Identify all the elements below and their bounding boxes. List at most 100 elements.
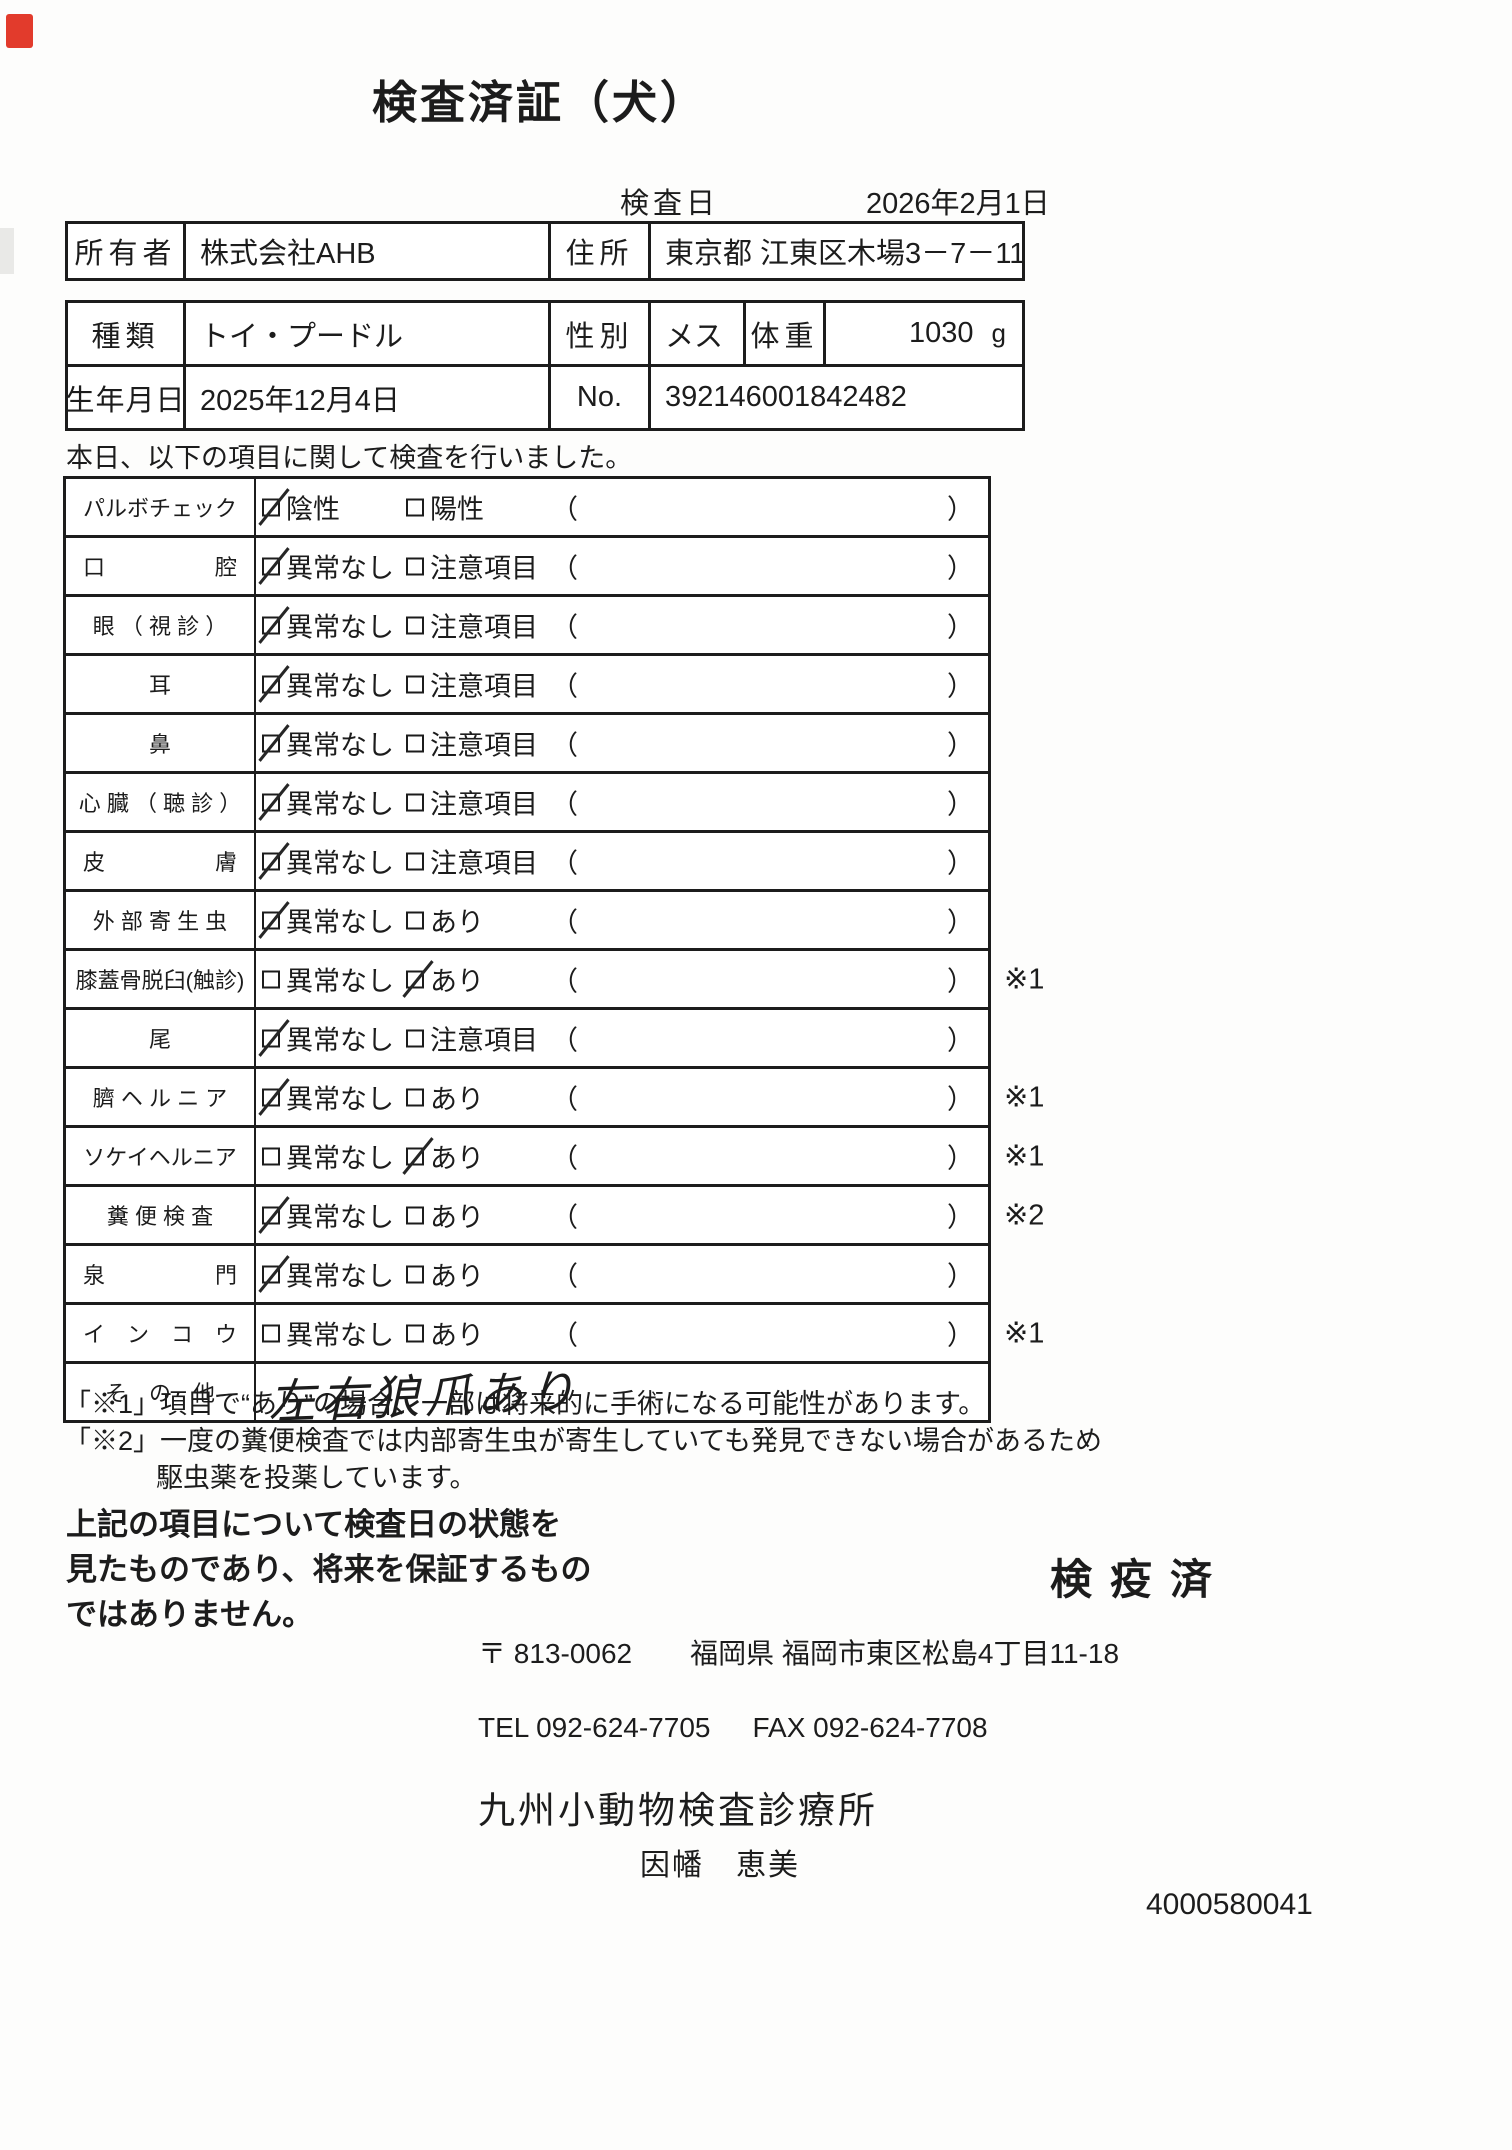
checkbox-opt1[interactable] <box>262 1265 280 1283</box>
checkbox-opt1[interactable] <box>262 1088 280 1106</box>
row-content: 異常なし 注意項目 （ ） <box>256 597 988 653</box>
option1-label: 陰性 <box>286 494 340 525</box>
option2-label: 注意項目 <box>430 789 538 820</box>
checkbox-opt1[interactable] <box>262 675 280 693</box>
serial-number: 4000580041 <box>1146 1888 1313 1921</box>
checkbox-opt2[interactable] <box>406 1088 424 1106</box>
postal-mark: 〒 <box>478 1638 507 1669</box>
row-content: 異常なし あり （ ） <box>256 1246 988 1302</box>
item-name: 眼 （ 視 診 ） <box>66 597 256 653</box>
address-value: 東京都 江東区木場3－7－11 <box>648 224 1028 278</box>
paren-close: ） <box>947 966 974 997</box>
option1-label: 異常なし <box>286 553 394 584</box>
checkbox-opt1[interactable] <box>262 557 280 575</box>
quarantine-stamp: 検疫済 <box>1050 1556 1231 1603</box>
option1-label: 異常なし <box>286 907 394 938</box>
examiner-name: 因幡 恵美 <box>640 1849 800 1882</box>
item-name: 臍 ヘ ル ニ ア <box>66 1069 256 1125</box>
weight-unit: g <box>991 318 1006 348</box>
option2-label: あり <box>430 1320 484 1351</box>
checkbox-opt2[interactable] <box>406 911 424 929</box>
checkbox-opt1[interactable] <box>262 911 280 929</box>
scan-artifact-streak <box>0 228 14 274</box>
checkbox-opt2[interactable] <box>406 852 424 870</box>
option2-label: あり <box>430 1202 484 1233</box>
option1-label: 異常なし <box>286 848 394 879</box>
checkbox-opt2[interactable] <box>406 1029 424 1047</box>
checkbox-opt2[interactable] <box>406 557 424 575</box>
row-content: 異常なし あり （ ） <box>256 1305 988 1361</box>
paren-close: ） <box>947 612 974 643</box>
checkbox-opt1[interactable] <box>262 793 280 811</box>
option1-label: 異常なし <box>286 1084 394 1115</box>
paren-open: （ <box>551 966 578 997</box>
checkbox-opt2[interactable] <box>406 498 424 516</box>
checkbox-opt2[interactable] <box>406 675 424 693</box>
no-label: No. <box>548 367 648 428</box>
checklist-row-other: そ の 他 左右狼爪あり <box>66 1361 988 1428</box>
checklist-row-fecal-exam: 糞 便 検 査 異常なし あり （ ） ※2 <box>66 1184 1044 1243</box>
weight-label: 体重 <box>743 303 823 364</box>
option2-label: 陽性 <box>430 494 484 525</box>
reference-mark: ※1 <box>1004 1081 1045 1114</box>
scan-artifact-red-mark <box>6 14 33 48</box>
row-content: 異常なし 注意項目 （ ） <box>256 656 988 712</box>
checkbox-opt1[interactable] <box>262 1324 280 1342</box>
footnote-2-continued: 駆虫薬を投薬しています。 <box>156 1463 477 1493</box>
disclaimer-text: 上記の項目について検査日の状態を 見たものであり、将来を保証するもの ではありま… <box>66 1507 592 1632</box>
owner-info-table: 所有者 株式会社AHB 住所 東京都 江東区木場3－7－11 <box>65 221 1025 281</box>
address-label: 住所 <box>548 224 648 278</box>
checkbox-opt1[interactable] <box>262 852 280 870</box>
paren-open: （ <box>551 494 578 525</box>
tel-number: TEL 092-624-7705 <box>478 1712 711 1743</box>
checklist-row-external-parasites: 外 部 寄 生 虫 異常なし あり （ ） <box>66 889 988 948</box>
checklist-row-eyes-visual: 眼 （ 視 診 ） 異常なし 注意項目 （ ） <box>66 594 988 653</box>
row-content: 異常なし あり （ ） <box>256 951 988 1007</box>
checkbox-opt2[interactable] <box>406 1324 424 1342</box>
clinic-address: 福岡県 福岡市東区松島4丁目11-18 <box>690 1638 1120 1669</box>
checkbox-opt1[interactable] <box>262 970 280 988</box>
checkbox-opt2[interactable] <box>406 793 424 811</box>
checkbox-opt2[interactable] <box>406 970 424 988</box>
item-name: 尾 <box>66 1010 256 1066</box>
checkbox-opt1[interactable] <box>262 1147 280 1165</box>
checkbox-opt1[interactable] <box>262 498 280 516</box>
paren-open: （ <box>551 1084 578 1115</box>
paren-close: ） <box>947 671 974 702</box>
checkbox-opt1[interactable] <box>262 734 280 752</box>
checklist-row-nose: 鼻 異常なし 注意項目 （ ） <box>66 712 988 771</box>
paren-open: （ <box>551 907 578 938</box>
paren-close: ） <box>947 848 974 879</box>
option2-label: 注意項目 <box>430 848 538 879</box>
checkbox-opt1[interactable] <box>262 616 280 634</box>
paren-open: （ <box>551 553 578 584</box>
paren-open: （ <box>551 1143 578 1174</box>
checkbox-opt2[interactable] <box>406 1265 424 1283</box>
checkbox-opt2[interactable] <box>406 734 424 752</box>
option2-label: あり <box>430 1084 484 1115</box>
dog-info-table: 種類 トイ・プードル 性別 メス 体重 1030 g 生年月日 2025年12月… <box>65 300 1025 431</box>
clinic-phone-line: TEL 092-624-7705 FAX 092-624-7708 <box>478 1712 988 1744</box>
paren-close: ） <box>947 1202 974 1233</box>
reference-mark: ※1 <box>1004 963 1045 996</box>
checkbox-opt1[interactable] <box>262 1206 280 1224</box>
owner-value: 株式会社AHB <box>183 224 548 278</box>
checkbox-opt1[interactable] <box>262 1029 280 1047</box>
paren-open: （ <box>551 671 578 702</box>
reference-mark: ※2 <box>1004 1199 1045 1232</box>
checkbox-opt2[interactable] <box>406 616 424 634</box>
option2-label: あり <box>430 1261 484 1292</box>
handwritten-note: 左右狼爪あり <box>267 1364 581 1429</box>
page-title: 検査済証（犬） <box>371 77 708 128</box>
clinic-postal-address: 〒 813-0062 福岡県 福岡市東区松島4丁目11-18 <box>478 1632 1119 1672</box>
option2-label: あり <box>430 907 484 938</box>
item-name: パルボチェック <box>66 479 256 535</box>
checkbox-opt2[interactable] <box>406 1147 424 1165</box>
paren-open: （ <box>551 730 578 761</box>
checklist-table: パルボチェック 陰性 陽性 （ ） 口 腔 異常なし 注意項目 （ ） 眼 （ … <box>63 476 1044 1428</box>
checkbox-opt2[interactable] <box>406 1206 424 1224</box>
reference-mark: ※1 <box>1004 1317 1045 1350</box>
inspection-date-label: 検査日 <box>620 188 720 220</box>
paren-close: ） <box>947 1320 974 1351</box>
